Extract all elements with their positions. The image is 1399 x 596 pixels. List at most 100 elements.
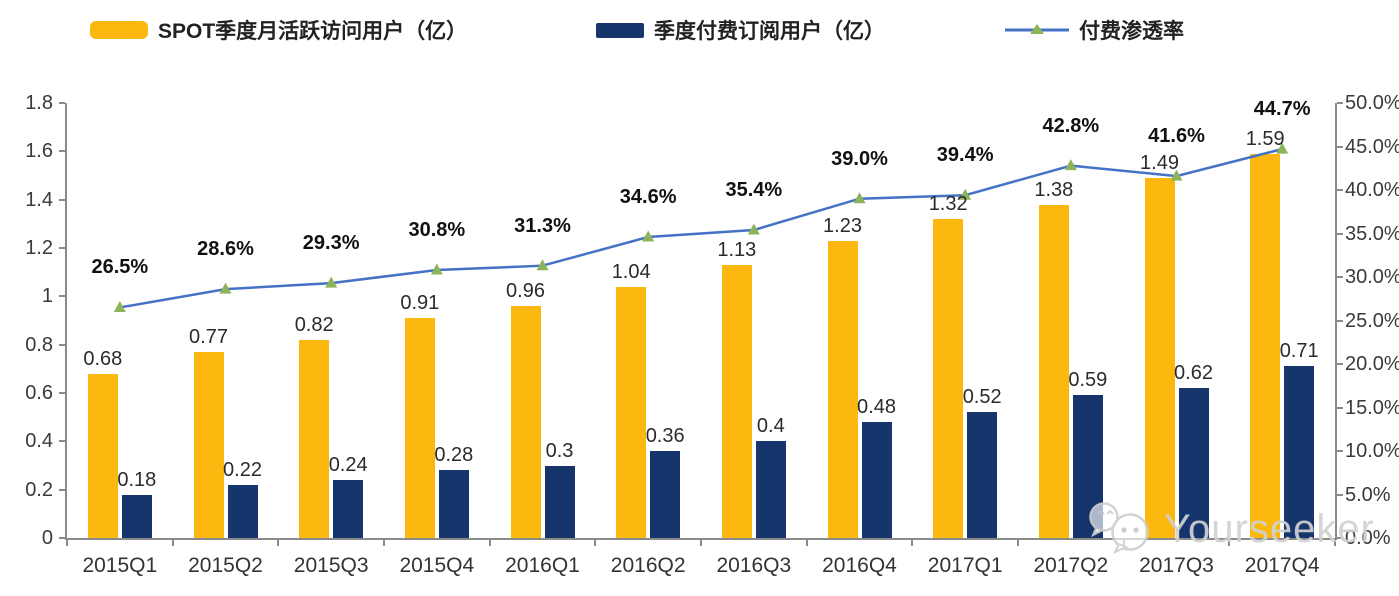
mau-value-label: 1.04 [611, 260, 651, 283]
penetration-percent-label: 44.7% [1253, 98, 1311, 121]
right-axis-tick-label: 45.0% [1345, 135, 1399, 158]
subscribers-value-label: 0.48 [857, 396, 896, 418]
x-axis-category-label: 2015Q3 [293, 554, 369, 577]
left-axis-tick [59, 440, 65, 443]
x-axis-category-label: 2016Q3 [716, 554, 792, 577]
left-axis-tick-label: 1.2 [25, 237, 53, 259]
subscribers-value-label: 0.52 [962, 386, 1002, 409]
bar-subscribers [861, 422, 892, 538]
mau-value-label: 1.38 [1034, 178, 1074, 201]
left-axis-tick [59, 343, 65, 346]
left-axis-tick-label: 0.2 [25, 478, 53, 501]
subscribers-value-label: 0.24 [328, 454, 368, 476]
legend-item-penetration: 付费渗透率 [1005, 16, 1184, 44]
mau-value-label: 0.96 [506, 280, 545, 302]
penetration-percent-label: 39.4% [936, 144, 994, 167]
left-axis-tick [59, 537, 65, 539]
left-axis-tick-label: 0.4 [25, 430, 53, 453]
bar-subscribers [650, 451, 681, 538]
right-axis-tick [1337, 102, 1343, 104]
legend-item-mau: SPOT季度月活跃访问用户（亿） [90, 16, 467, 44]
right-axis-tick-label: 50.0% [1345, 92, 1399, 114]
left-axis-tick-label: 1.6 [25, 140, 53, 163]
bar-mau [87, 373, 118, 538]
right-axis-tick [1337, 276, 1343, 278]
left-axis-tick-label: 1.4 [25, 188, 53, 211]
mau-value-label: 1.59 [1245, 127, 1285, 150]
bar-subscribers [755, 441, 786, 538]
penetration-percent-label: 35.4% [725, 179, 783, 202]
x-axis-category-label: 2016Q4 [822, 554, 897, 577]
x-axis-category-label: 2015Q2 [188, 554, 263, 577]
subscribers-value-label: 0.28 [434, 444, 474, 467]
subscribers-bar-swatch [596, 22, 644, 38]
right-axis-tick-label: 30.0% [1345, 266, 1399, 288]
x-axis-tick [805, 540, 808, 546]
penetration-percent-label: 42.8% [1042, 114, 1100, 137]
mau-value-label: 0.77 [189, 325, 228, 348]
x-axis-category-label: 2017Q3 [1139, 554, 1214, 577]
subscribers-value-label: 0.3 [545, 439, 574, 462]
penetration-percent-label: 28.6% [197, 238, 254, 261]
bar-mau [721, 264, 752, 538]
x-axis-tick [911, 540, 914, 546]
bar-mau [193, 351, 224, 538]
x-axis-line [65, 538, 1337, 540]
right-axis-tick-label: 25.0% [1345, 309, 1399, 332]
x-axis-category-label: 2016Q1 [505, 554, 580, 577]
left-axis-tick-label: 1 [41, 285, 53, 308]
penetration-line-swatch [1005, 24, 1069, 34]
penetration-percent-label: 39.0% [831, 147, 888, 170]
subscribers-value-label: 0.22 [223, 458, 262, 481]
left-axis-tick-label: 0 [41, 527, 53, 549]
penetration-percent-label: 31.3% [514, 214, 571, 237]
bar-subscribers [227, 484, 258, 538]
penetration-percent-label: 34.6% [619, 185, 677, 208]
left-axis-tick [59, 102, 65, 104]
right-axis-tick [1337, 363, 1343, 365]
right-axis-tick [1337, 537, 1343, 539]
x-axis-tick [594, 540, 597, 546]
right-axis-tick-label: 10.0% [1345, 440, 1399, 462]
bar-mau [299, 339, 330, 538]
right-axis-tick-label: 5.0% [1345, 483, 1391, 506]
penetration-percent-label: 30.8% [408, 219, 466, 242]
left-axis-tick-label: 0.6 [25, 382, 53, 404]
left-axis-tick [59, 150, 65, 153]
bar-subscribers [121, 494, 152, 538]
bar-subscribers [333, 480, 364, 538]
legend-item-subscribers: 季度付费订阅用户（亿） [596, 16, 885, 44]
bar-subscribers [1178, 388, 1209, 538]
bar-mau [404, 318, 435, 538]
watermark-text: Yourseeker [1164, 507, 1375, 551]
subscribers-value-label: 0.62 [1174, 362, 1213, 385]
mau-value-label: 0.68 [83, 347, 123, 370]
bar-subscribers [544, 465, 575, 538]
x-axis-tick [383, 540, 385, 546]
wechat-icon [1089, 502, 1149, 555]
legend-label-penetration: 付费渗透率 [1079, 20, 1184, 43]
x-axis-tick [277, 540, 280, 546]
penetration-percent-label: 41.6% [1148, 125, 1205, 148]
right-axis-tick [1337, 145, 1343, 148]
legend-label-subscribers: 季度付费订阅用户（亿） [654, 20, 885, 43]
mau-value-label: 0.82 [294, 313, 334, 336]
left-axis-tick [59, 488, 65, 491]
right-axis-tick [1337, 406, 1343, 409]
right-axis-tick [1337, 319, 1343, 322]
subscribers-value-label: 0.71 [1279, 340, 1319, 363]
left-axis-tick [59, 198, 65, 201]
x-axis-tick [488, 540, 491, 546]
watermark: Yourseeker [1082, 500, 1375, 558]
right-axis-tick [1337, 189, 1343, 191]
x-axis-category-label: 2017Q1 [927, 554, 1003, 577]
x-axis-category-label: 2017Q2 [1033, 554, 1109, 577]
bar-subscribers [1284, 366, 1315, 538]
bar-mau [616, 286, 647, 538]
right-axis-tick [1337, 450, 1343, 452]
x-axis-tick [700, 540, 702, 546]
right-axis-tick [1337, 493, 1343, 496]
right-axis-tick-label: 20.0% [1345, 353, 1399, 375]
